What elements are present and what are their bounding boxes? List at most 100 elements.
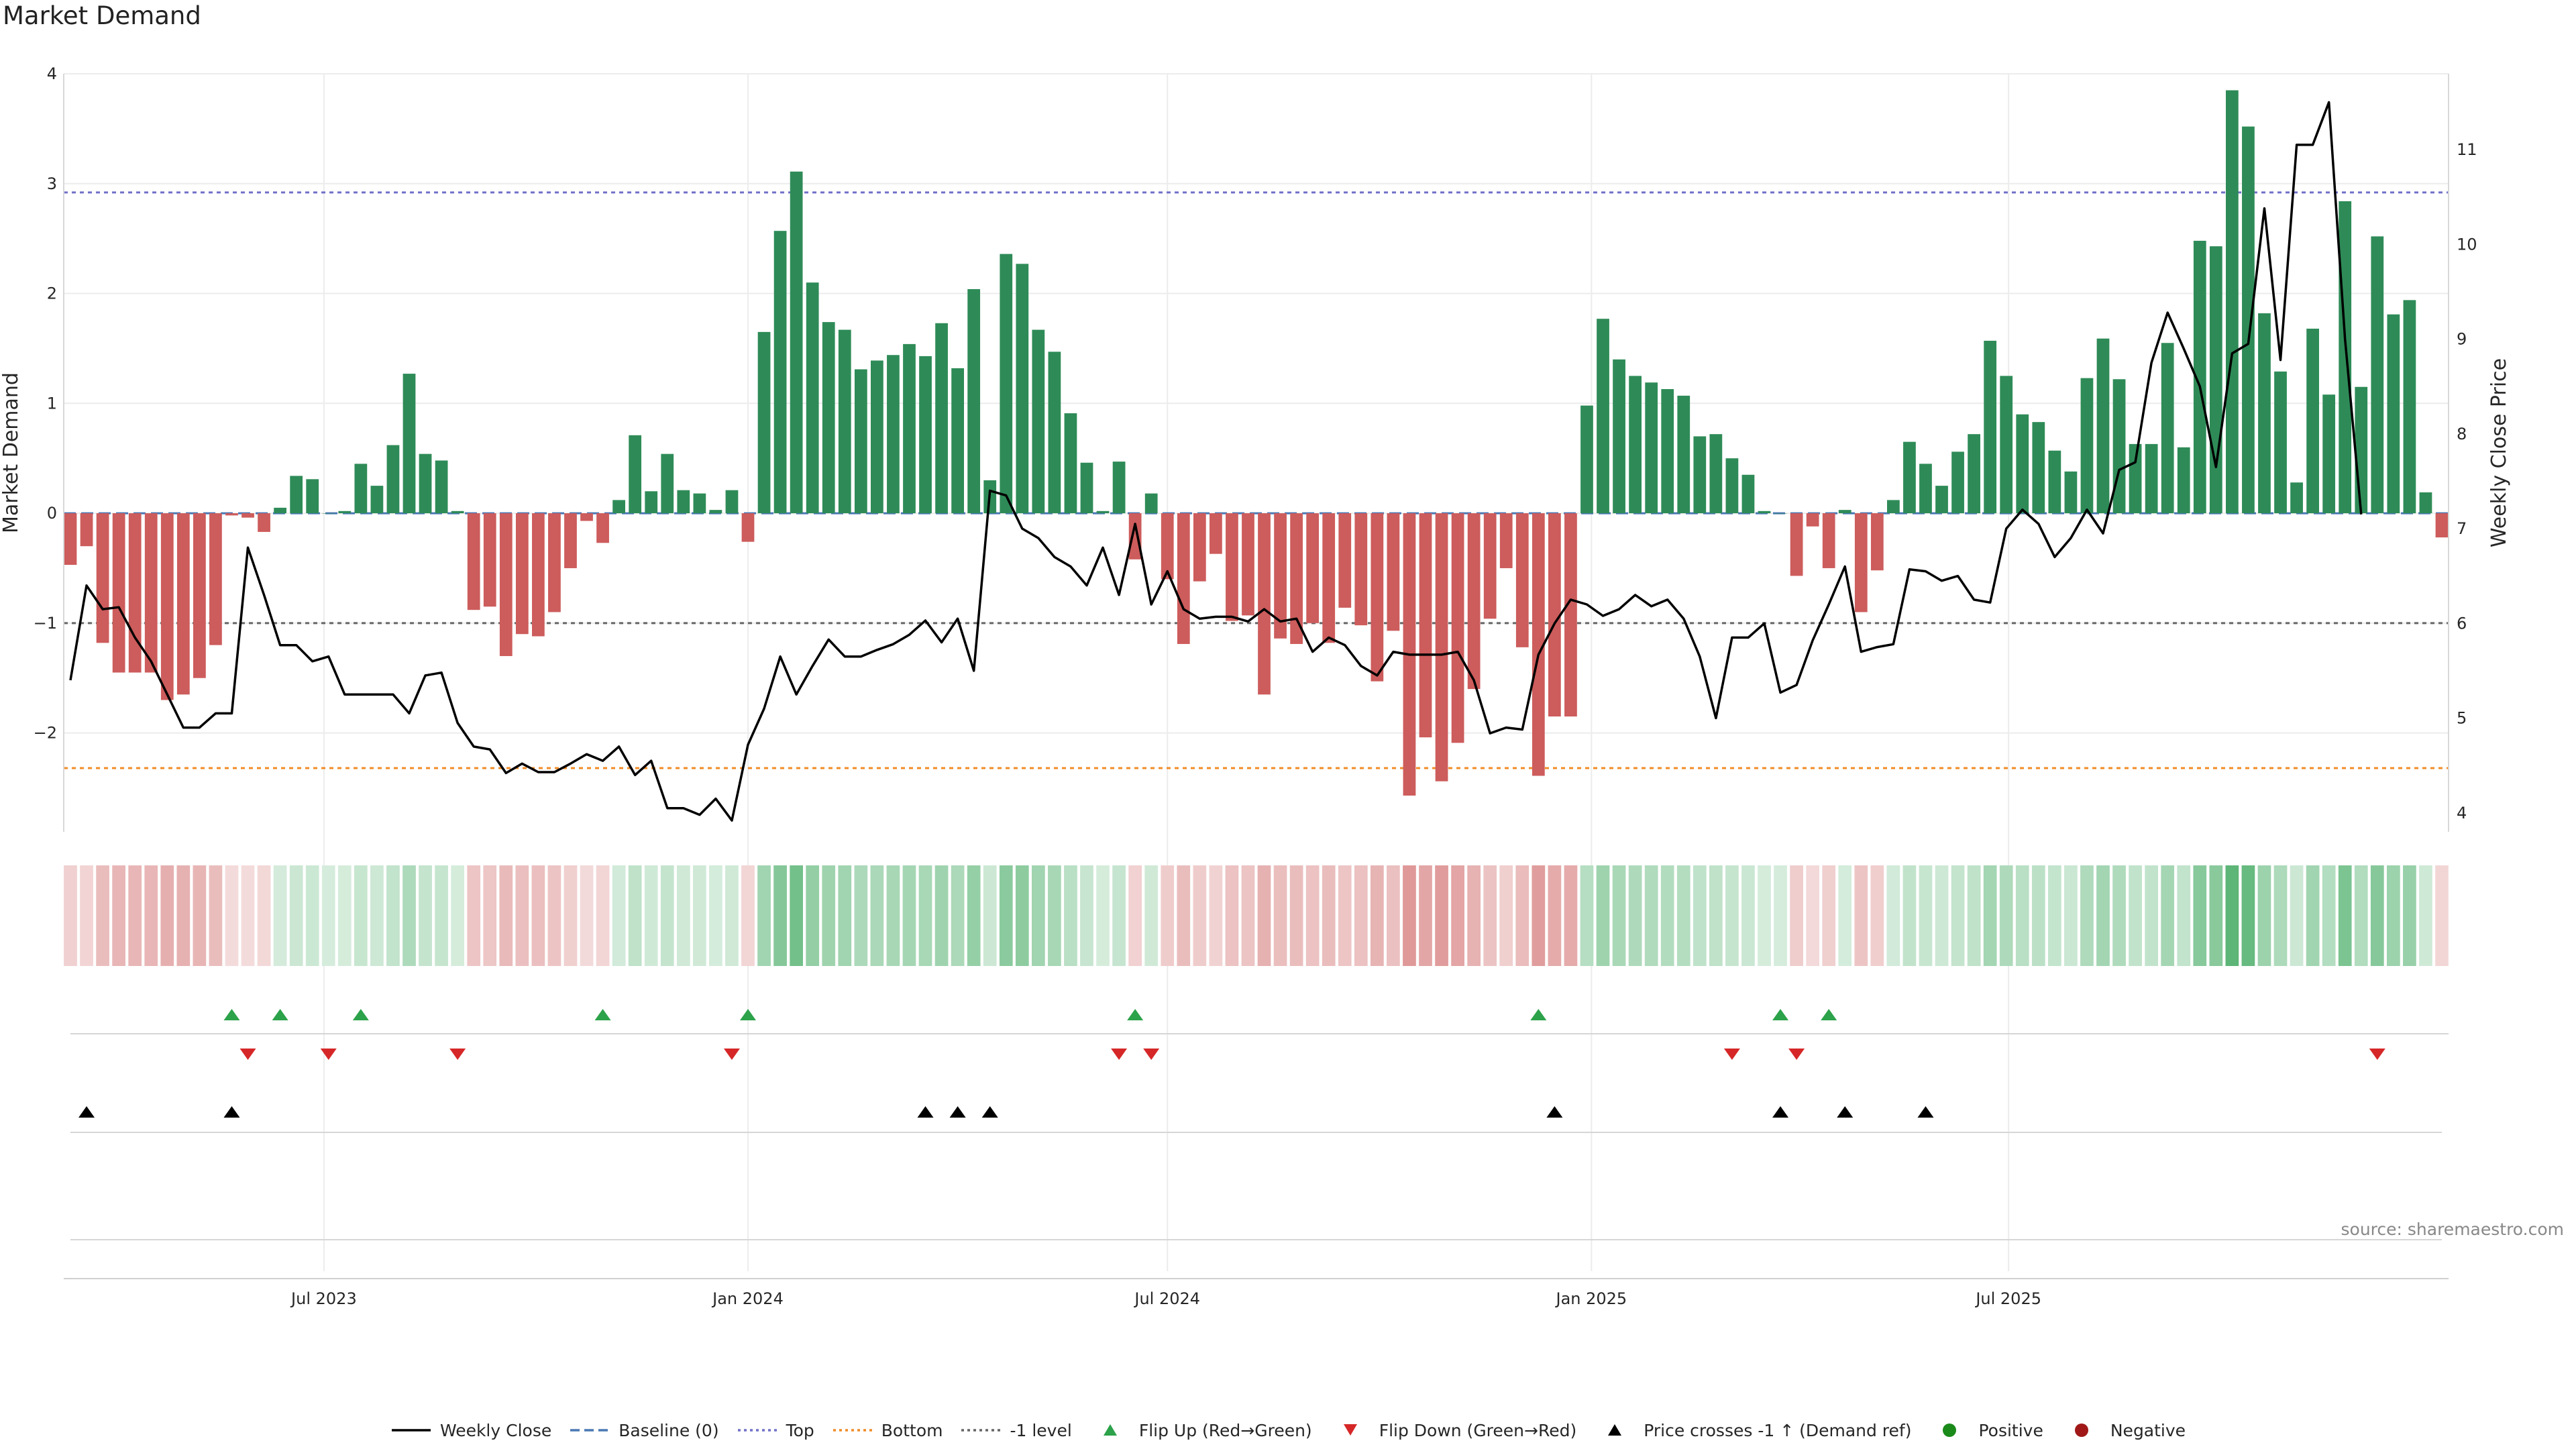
heat-cell [1015,865,1029,966]
heat-cell [2031,865,2045,966]
heat-cell [580,865,594,966]
heat-cell [1467,865,1481,966]
legend-swatch [833,1429,872,1432]
demand-bar [1419,513,1432,738]
demand-bar [1968,434,1980,514]
legend-label: Flip Up (Red→Green) [1138,1420,1312,1440]
heat-cell [854,865,868,966]
demand-bar [2080,378,2094,514]
y2-axis-label: Weekly Close Price [2487,358,2511,547]
flip-up-marker [740,1009,756,1020]
y-tick-label: 0 [47,504,57,523]
heat-cell [96,865,109,966]
demand-bar [1515,513,1529,647]
heat-cell [2112,865,2126,966]
demand-bar [1177,513,1190,644]
heat-cell [1515,865,1529,966]
demand-bar [2064,471,2078,514]
heat-cell [1338,865,1352,966]
heat-cell [1564,865,1578,966]
demand-bar [580,513,593,521]
demand-bar [338,511,352,514]
demand-bar [1306,513,1320,623]
heat-cell [1144,865,1159,966]
demand-bar [1387,513,1400,631]
flip-up-marker [223,1009,240,1020]
demand-bar [1693,436,1707,514]
heat-cell [2403,865,2416,966]
heat-cell [564,865,578,966]
demand-bar [1903,441,1916,514]
heat-cell [144,865,158,966]
heat-cell [1725,865,1739,966]
flip-down-marker [1143,1049,1160,1060]
legend-circle [2074,1424,2088,1437]
demand-bar [612,500,625,514]
demand-bar [1435,513,1448,782]
heat-cell [160,865,174,966]
heat-strip [64,865,2449,966]
heat-cell [999,865,1013,966]
demand-bar [1935,486,1948,514]
demand-bar [887,355,900,514]
demand-bar [2032,422,2045,514]
demand-bar [1564,513,1577,717]
heat-cell [1354,865,1368,966]
heat-cell [386,865,400,966]
heat-cell [1644,865,1658,966]
legend-triangle-up [1608,1424,1622,1436]
legend: Weekly Close Baseline (0) Top Bottom -1 leve… [0,1417,2576,1444]
heat-cell [1080,865,1093,966]
demand-bar [1483,513,1497,619]
heat-cell [2047,865,2061,966]
demand-bar [2258,313,2271,514]
heat-cell [451,865,465,966]
heat-cell [2241,865,2255,966]
y2-tick-label: 11 [2457,140,2477,159]
legend-item: Flip Down (Green→Red) [1330,1421,1576,1440]
demand-bar [1532,513,1545,776]
heat-cell [1289,865,1303,966]
legend-triangle-down [1343,1424,1357,1436]
demand-bar [2274,371,2287,514]
heat-cell [2273,865,2288,966]
heat-cell [1548,865,1562,966]
demand-bars [64,90,2449,796]
heat-cell [483,865,497,966]
heat-cell [1951,865,1965,966]
cross-marker [1546,1106,1563,1118]
heat-cell [1758,865,1771,966]
demand-bar [548,513,561,612]
demand-bar [1016,264,1029,514]
legend-label: Baseline (0) [619,1420,719,1440]
demand-bar [274,507,286,514]
demand-bar [2209,246,2222,514]
demand-bar [322,513,335,514]
demand-bar [1274,513,1287,639]
heat-cell [209,865,223,966]
demand-bar [1000,254,1013,514]
demand-bar [2435,513,2449,538]
demand-bar [2145,443,2158,514]
heat-cell [1806,865,1820,966]
demand-bar [1322,513,1336,643]
legend-item: Positive [1929,1421,2043,1440]
legend-swatch [2074,1424,2088,1437]
legend-label: Price crosses -1 ↑ (Demand ref) [1644,1420,1912,1440]
heat-cell [1305,865,1320,966]
heat-cell [596,865,610,966]
x-tick-label: Jan 2024 [711,1289,784,1308]
heat-cell [741,865,755,966]
heat-cell [1774,865,1787,966]
heat-cell [934,865,949,966]
heat-cell [1822,865,1836,966]
x-tick-label: Jul 2023 [290,1289,357,1308]
heat-cell [128,865,142,966]
demand-bar [1210,513,1222,554]
heat-cell [2015,865,2029,966]
y2-tick-label: 10 [2457,235,2477,254]
demand-bar [515,513,529,635]
heat-cell [612,865,626,966]
heat-cell [1660,865,1674,966]
legend-label: Positive [1978,1420,2043,1440]
